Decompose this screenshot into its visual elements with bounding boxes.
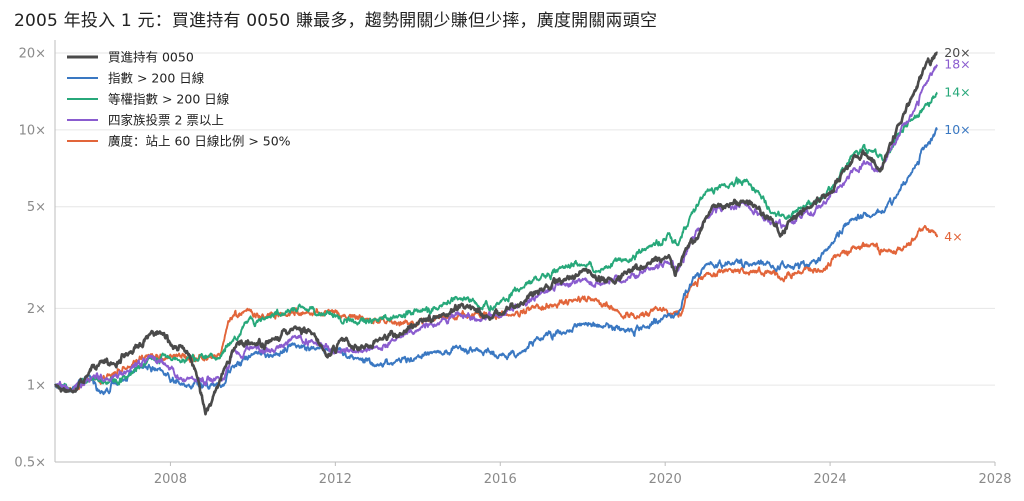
x-tick-label: 2016 (484, 472, 517, 487)
x-tick-label: 2028 (978, 472, 1011, 487)
grid-lines (55, 52, 995, 386)
tick-labels: 0.5× 1× 2× 5× 10× 20× 2008 2012 2016 2020 2024 2028 (14, 47, 1011, 487)
axes (54, 40, 996, 466)
y-tick-label: 20× (19, 47, 46, 62)
y-tick-label: 5× (27, 200, 46, 215)
legend-label: 指數 > 200 日線 (108, 71, 205, 86)
x-tick-label: 2020 (649, 472, 682, 487)
x-tick-label: 2024 (814, 472, 847, 487)
x-tick-label: 2012 (319, 472, 352, 487)
series-line (54, 224, 939, 392)
chart-title: 2005 年投入 1 元：買進持有 0050 賺最多，趨勢開關少賺但少摔，廣度開… (14, 11, 658, 31)
series-lines (54, 51, 939, 416)
series-line (54, 51, 939, 416)
series-line (54, 91, 938, 393)
end-label: 4× (944, 229, 962, 244)
end-label: 14× (944, 85, 970, 100)
y-tick-label: 10× (19, 123, 46, 138)
end-label: 18× (944, 57, 970, 72)
end-labels: 20× 10× 14× 18× 4× (944, 45, 970, 244)
series-line (54, 127, 938, 396)
legend-label: 等權指數 > 200 日線 (108, 92, 230, 107)
x-tick-label: 2008 (154, 472, 187, 487)
legend-label: 廣度：站上 60 日線比例 > 50% (108, 134, 291, 149)
end-label: 20× (944, 45, 970, 60)
y-tick-label: 0.5× (14, 456, 46, 471)
end-label: 10× (944, 122, 970, 137)
y-tick-label: 1× (27, 379, 46, 394)
legend-label: 買進持有 0050 (108, 50, 194, 65)
legend-label: 四家族投票 2 票以上 (108, 113, 224, 128)
y-tick-label: 2× (27, 302, 46, 317)
